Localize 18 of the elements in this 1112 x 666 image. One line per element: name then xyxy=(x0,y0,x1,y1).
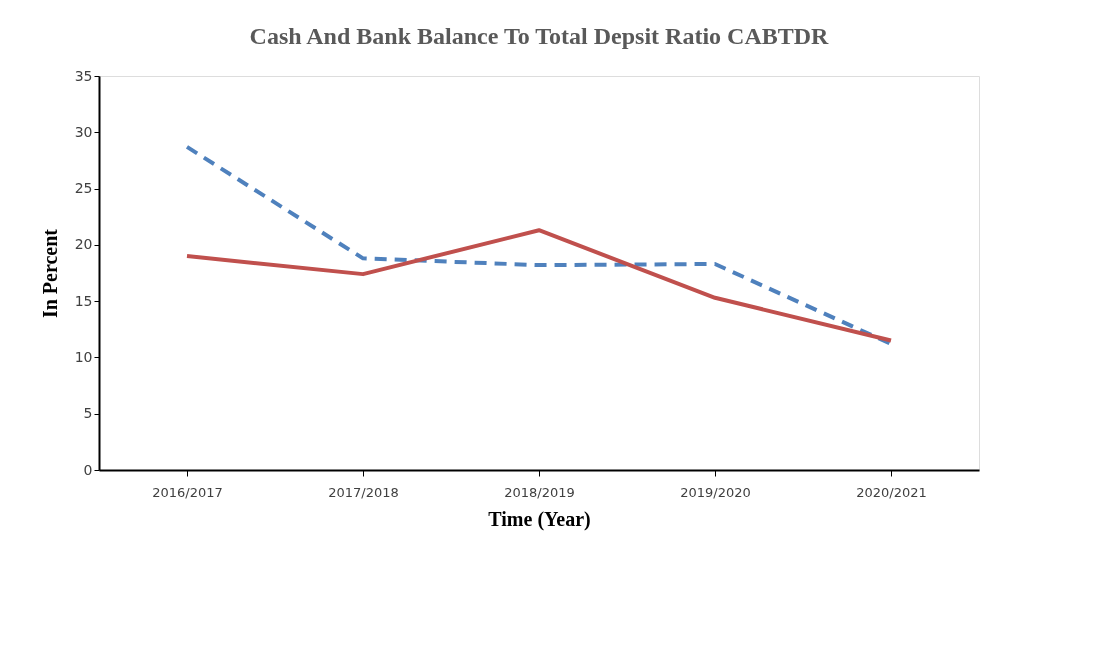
x-axis-title: Time (Year) xyxy=(488,507,591,531)
x-tick-label: 2016/2017 xyxy=(152,484,223,500)
line-series xyxy=(185,228,893,343)
y-tick-label: 15 xyxy=(74,292,93,309)
y-tick-label: 20 xyxy=(74,236,93,253)
y-tick-label: 25 xyxy=(74,180,93,197)
y-tick-label: 5 xyxy=(83,405,93,422)
chart-title: Cash And Bank Balance To Total Depsit Ratio CABTDR xyxy=(249,23,830,49)
x-tick-label: 2019/2020 xyxy=(680,484,751,500)
x-tick-label: 2017/2018 xyxy=(328,484,399,500)
y-tick-label: 30 xyxy=(74,123,93,140)
y-tick-label: 10 xyxy=(74,348,93,365)
x-tick-label: 2018/2019 xyxy=(504,484,575,500)
y-axis-title: In Percent xyxy=(38,228,61,319)
y-tick-label: 0 xyxy=(83,461,93,478)
y-tick-label: 35 xyxy=(74,67,93,84)
line-series xyxy=(185,144,893,346)
x-tick-label: 2020/2021 xyxy=(856,484,927,500)
